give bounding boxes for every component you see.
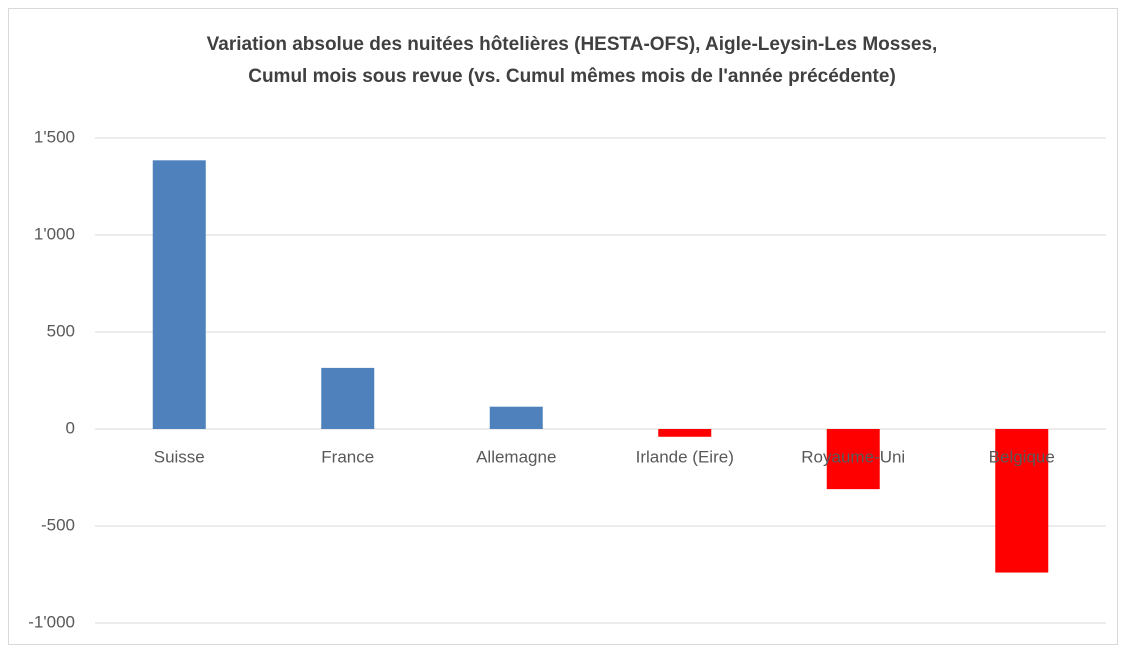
bar (152, 160, 206, 429)
x-tick-label: Royaume-Uni (801, 447, 905, 466)
bar (826, 429, 880, 490)
y-tick-label: 500 (47, 321, 75, 340)
bar (658, 429, 712, 437)
y-tick-label: -500 (41, 515, 75, 534)
x-tick-label: Suisse (154, 447, 205, 466)
chart-title: Cumul mois sous revue (vs. Cumul mêmes m… (248, 66, 896, 87)
y-tick-label: -1'000 (28, 612, 75, 631)
chart-title: Variation absolue des nuitées hôtelières… (207, 34, 938, 55)
x-tick-label: Irlande (Eire) (636, 447, 734, 466)
y-tick-label: 0 (66, 418, 75, 437)
x-tick-label: France (321, 447, 374, 466)
y-tick-label: 1'500 (34, 127, 75, 146)
bar (489, 406, 543, 429)
y-tick-label: 1'000 (34, 224, 75, 243)
bar (321, 367, 375, 429)
x-tick-label: Belgique (989, 447, 1055, 466)
x-tick-label: Allemagne (476, 447, 556, 466)
bar (995, 429, 1049, 573)
